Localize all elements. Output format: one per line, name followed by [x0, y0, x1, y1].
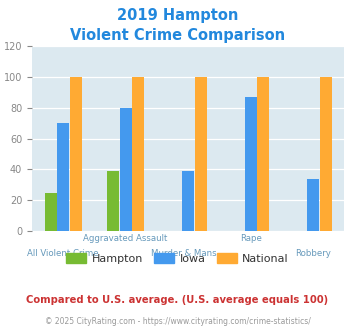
Bar — [182, 171, 194, 231]
Text: 2019 Hampton: 2019 Hampton — [117, 8, 238, 23]
Text: Rape: Rape — [240, 234, 262, 243]
Bar — [307, 179, 319, 231]
Text: Violent Crime Comparison: Violent Crime Comparison — [70, 28, 285, 43]
Text: Aggravated Assault: Aggravated Assault — [83, 234, 168, 243]
Bar — [195, 77, 207, 231]
Text: Robbery: Robbery — [295, 249, 331, 258]
Bar — [107, 171, 119, 231]
Bar — [45, 192, 57, 231]
Bar — [132, 77, 144, 231]
Bar — [320, 77, 332, 231]
Text: Compared to U.S. average. (U.S. average equals 100): Compared to U.S. average. (U.S. average … — [26, 295, 329, 305]
Text: © 2025 CityRating.com - https://www.cityrating.com/crime-statistics/: © 2025 CityRating.com - https://www.city… — [45, 317, 310, 326]
Bar — [70, 77, 82, 231]
Bar — [57, 123, 69, 231]
Bar — [257, 77, 269, 231]
Legend: Hampton, Iowa, National: Hampton, Iowa, National — [62, 248, 293, 268]
Text: All Violent Crime: All Violent Crime — [27, 249, 99, 258]
Bar — [245, 97, 257, 231]
Text: Murder & Mans...: Murder & Mans... — [151, 249, 225, 258]
Bar — [120, 108, 132, 231]
